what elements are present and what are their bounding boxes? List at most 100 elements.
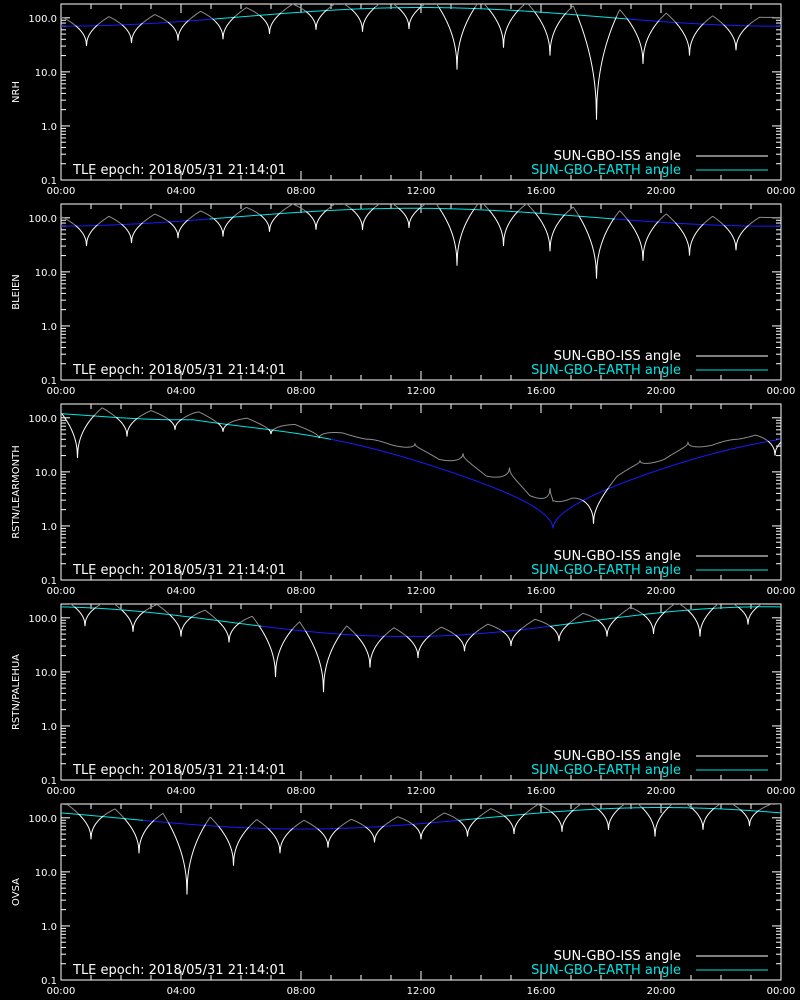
sun-gbo-iss-line <box>430 812 459 823</box>
x-tick-label: 08:00 <box>287 186 316 197</box>
sun-gbo-iss-line <box>758 804 781 811</box>
sun-gbo-iss-line <box>97 215 122 226</box>
y-tick-label: 1.0 <box>41 322 57 333</box>
sun-gbo-iss-line <box>317 827 340 848</box>
x-tick-label: 16:00 <box>527 386 556 397</box>
legend-label: SUN-GBO-ISS angle <box>554 549 681 564</box>
sun-gbo-iss-line <box>658 12 676 23</box>
sun-gbo-iss-line <box>665 604 688 612</box>
sun-gbo-iss-line <box>384 627 407 637</box>
legend-label: SUN-GBO-ISS angle <box>554 349 681 364</box>
sun-gbo-earth-line <box>61 218 210 227</box>
sun-gbo-earth-line <box>61 413 332 440</box>
sun-gbo-iss-line <box>373 204 399 209</box>
sun-gbo-iss-line <box>703 215 725 226</box>
sun-gbo-iss-line <box>181 411 218 424</box>
y-tick-label: 10.0 <box>35 468 57 479</box>
y-tick-label: 100.0 <box>28 614 57 625</box>
x-tick-label: 00:00 <box>47 186 76 197</box>
panels: 100.010.01.00.100:00 04:00 08:00 12:00 16:00… <box>11 3 796 997</box>
x-tick-label: 08:00 <box>287 386 316 397</box>
y-tick-label: 1.0 <box>41 122 57 133</box>
x-tick-label: 00:00 <box>767 386 796 397</box>
sun-gbo-iss-line <box>474 204 490 211</box>
sun-gbo-iss-line <box>192 609 218 621</box>
sun-gbo-iss-line <box>168 219 189 239</box>
sun-gbo-iss-line <box>550 809 574 832</box>
x-tick-label: 00:00 <box>47 986 76 997</box>
sun-gbo-earth-line <box>614 218 781 227</box>
legend-label: SUN-GBO-EARTH angle <box>531 963 681 978</box>
sun-gbo-iss-line <box>61 412 62 414</box>
sun-gbo-iss-line <box>642 610 666 635</box>
legend-label: SUN-GBO-EARTH angle <box>531 363 681 378</box>
sun-gbo-iss-line <box>217 422 229 432</box>
sun-gbo-iss-line <box>169 614 193 637</box>
sun-gbo-iss-line <box>279 204 307 214</box>
y-tick-label: 100.0 <box>28 414 57 425</box>
sun-gbo-iss-line <box>691 807 715 830</box>
sun-gbo-iss-line <box>582 487 609 524</box>
sun-gbo-iss-line <box>239 615 260 627</box>
sun-gbo-iss-line <box>420 4 440 8</box>
sun-gbo-iss-line <box>675 21 704 56</box>
y-tick-label: 10.0 <box>35 868 57 879</box>
sun-gbo-iss-line <box>351 207 375 230</box>
y-tick-label: 1.0 <box>41 922 57 933</box>
station-label: RSTN/LEARMONTH <box>11 445 22 539</box>
sun-gbo-iss-line <box>305 9 328 30</box>
sun-gbo-iss-line <box>641 806 670 837</box>
sun-gbo-iss-line <box>564 206 580 217</box>
sun-gbo-earth-line <box>209 207 616 220</box>
sun-gbo-iss-line <box>488 8 519 48</box>
sun-gbo-iss-line <box>406 634 431 659</box>
sun-gbo-iss-line <box>137 409 169 420</box>
sun-gbo-iss-line <box>573 804 598 811</box>
sun-gbo-iss-line <box>455 633 475 652</box>
sun-gbo-earth-line <box>627 18 781 27</box>
sun-gbo-iss-line <box>458 817 479 837</box>
x-tick-label: 20:00 <box>647 786 676 797</box>
sun-gbo-iss-line <box>383 816 413 827</box>
tle-epoch-annotation: TLE epoch: 2018/05/31 21:14:01 <box>72 563 286 578</box>
sun-gbo-iss-line <box>123 817 155 854</box>
y-tick-label: 0.1 <box>41 776 57 787</box>
x-tick-label: 04:00 <box>167 986 196 997</box>
sun-gbo-iss-line <box>338 818 366 829</box>
legend-label: SUN-GBO-ISS angle <box>554 149 681 164</box>
x-tick-label: 12:00 <box>407 386 436 397</box>
sun-gbo-iss-line <box>213 216 235 237</box>
sun-gbo-iss-line <box>121 222 143 244</box>
sun-gbo-iss-line <box>305 630 342 693</box>
sun-gbo-iss-line <box>597 616 619 637</box>
sun-gbo-iss-line <box>723 224 749 251</box>
x-tick-label: 04:00 <box>167 586 196 597</box>
sun-gbo-iss-line <box>488 209 519 247</box>
tle-epoch-annotation: TLE epoch: 2018/05/31 21:14:01 <box>72 963 286 978</box>
tle-epoch-annotation: TLE epoch: 2018/05/31 21:14:01 <box>72 763 286 778</box>
sun-gbo-iss-line <box>703 15 724 25</box>
sun-gbo-iss-line <box>95 604 122 611</box>
station-label: OVSA <box>11 878 22 906</box>
sun-gbo-iss-line <box>319 432 583 503</box>
x-tick-label: 16:00 <box>527 586 556 597</box>
sun-gbo-iss-line <box>477 808 505 819</box>
y-tick-label: 0.1 <box>41 976 57 987</box>
sun-gbo-iss-line <box>103 808 125 819</box>
sun-gbo-iss-line <box>619 804 643 809</box>
sun-gbo-earth-line <box>142 819 460 830</box>
sun-gbo-iss-line <box>212 16 236 40</box>
sun-gbo-iss-line <box>374 4 399 8</box>
sun-gbo-iss-line <box>565 5 578 16</box>
sun-gbo-iss-line <box>227 417 269 430</box>
y-tick-label: 1.0 <box>41 522 57 533</box>
x-tick-label: 16:00 <box>527 186 556 197</box>
sun-gbo-iss-line <box>74 606 97 627</box>
x-tick-label: 00:00 <box>47 386 76 397</box>
sun-gbo-earth-line <box>214 7 629 20</box>
sun-gbo-iss-line <box>412 821 432 840</box>
sun-gbo-iss-line <box>517 204 536 213</box>
x-tick-label: 00:00 <box>767 586 796 597</box>
sun-gbo-iss-line <box>75 24 98 47</box>
